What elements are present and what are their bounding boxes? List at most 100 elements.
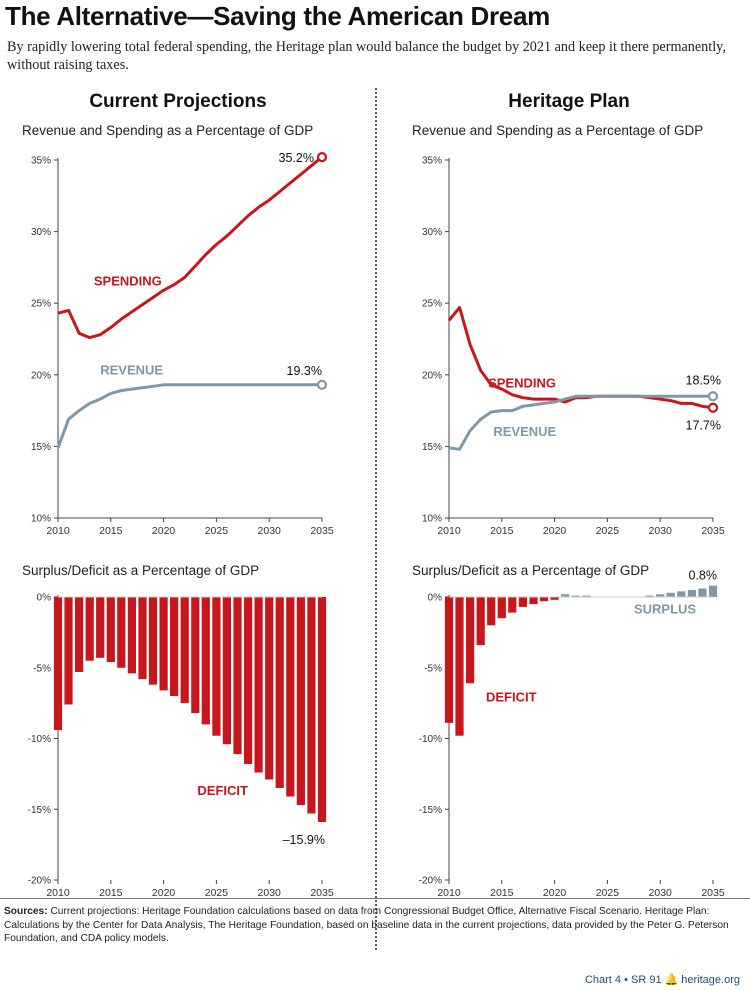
x-tick-label: 2010: [46, 525, 70, 537]
deficit-bar: [64, 597, 73, 705]
left-column-heading: Current Projections: [89, 91, 267, 112]
surplus-bar: [561, 594, 570, 597]
deficit-bar: [518, 597, 527, 607]
footer-rule: [0, 898, 750, 899]
x-tick-label: 2025: [596, 525, 620, 537]
deficit-bar: [159, 597, 168, 691]
deficit-bar: [117, 597, 126, 668]
end-label-deficit: –15.9%: [283, 833, 325, 847]
series-endpoint-spending: [707, 402, 719, 413]
x-tick-label: 2015: [99, 525, 123, 537]
y-tick-label: 25%: [31, 299, 51, 310]
page-subtitle: By rapidly lowering total federal spendi…: [7, 39, 726, 73]
right-top-chart-label: Revenue and Spending as a Percentage of …: [412, 123, 704, 138]
surplus-bar: [698, 588, 707, 597]
surplus-bar: [677, 591, 686, 597]
x-tick-label: 2030: [258, 525, 282, 537]
sources-note: Sources: Current projections: Heritage F…: [4, 905, 746, 946]
deficit-bar: [106, 597, 115, 663]
heritage-deficit-chart: 0% -5% -10% -15% -20%2010 2015 2020 2025 2030 203…: [419, 569, 725, 899]
deficit-bar: [53, 597, 63, 730]
y-tick-label: -15%: [28, 805, 51, 816]
deficit-bar: [508, 597, 517, 613]
bar-label-deficit: DEFICIT: [197, 783, 248, 798]
series-label-revenue: REVENUE: [100, 363, 163, 378]
y-tick-label: 20%: [31, 370, 51, 381]
left-top-chart-label: Revenue and Spending as a Percentage of …: [22, 123, 314, 138]
page-title: The Alternative—Saving the American Drea…: [5, 1, 550, 31]
surplus-bar: [708, 585, 718, 597]
end-label-spending: 17.7%: [686, 419, 721, 433]
deficit-bar: [212, 597, 221, 736]
x-tick-label: 2010: [46, 887, 70, 899]
bar-label-surplus: SURPLUS: [634, 602, 696, 617]
y-tick-label: 15%: [31, 442, 51, 453]
sources-text: Current projections: Heritage Foundation…: [4, 906, 729, 944]
y-tick-label: 0%: [37, 593, 52, 604]
deficit-bar: [96, 597, 105, 658]
end-label-revenue: 19.3%: [287, 364, 322, 378]
y-tick-label: 30%: [422, 227, 442, 238]
series-label-revenue: REVENUE: [493, 424, 556, 439]
x-tick-label: 2020: [152, 887, 176, 899]
bar-label-deficit: DEFICIT: [486, 689, 537, 704]
deficit-bar: [265, 597, 274, 780]
deficit-bar: [275, 597, 284, 788]
sources-label: Sources:: [4, 906, 48, 917]
deficit-bar: [75, 597, 84, 672]
x-tick-label: 2035: [310, 887, 334, 899]
end-label-revenue: 18.5%: [686, 373, 721, 387]
deficit-bar: [444, 597, 454, 723]
x-tick-label: 2020: [152, 525, 176, 537]
deficit-bar: [487, 597, 496, 626]
y-tick-label: -10%: [28, 734, 51, 745]
y-tick-label: -20%: [419, 876, 442, 887]
surplus-bar: [582, 595, 591, 597]
y-tick-label: 30%: [31, 227, 51, 238]
x-tick-label: 2030: [258, 887, 282, 899]
current-rev-spend-chart: 10% 15% 20% 25% 30% 35% 2010 2015 2020 2025 2030 20…: [31, 151, 334, 537]
deficit-bar: [307, 597, 316, 814]
x-tick-label: 2020: [543, 525, 567, 537]
surplus-bar: [656, 594, 665, 597]
series-endpoint-revenue: [316, 379, 328, 390]
x-tick-label: 2015: [99, 887, 123, 899]
y-tick-label: 25%: [422, 299, 442, 310]
deficit-bar: [497, 597, 506, 619]
series-line-spending: [447, 306, 714, 410]
series-label-spending: SPENDING: [488, 375, 556, 390]
y-tick-label: -15%: [419, 805, 442, 816]
x-tick-label: 2025: [596, 887, 620, 899]
x-tick-label: 2010: [437, 525, 461, 537]
series-endpoint-revenue: [707, 391, 719, 402]
y-tick-label: 10%: [31, 514, 51, 525]
deficit-bar: [296, 597, 305, 805]
x-tick-label: 2035: [310, 525, 334, 537]
x-tick-label: 2015: [490, 525, 514, 537]
deficit-bar: [317, 597, 327, 822]
end-label-spending: 35.2%: [279, 151, 314, 165]
x-tick-label: 2025: [205, 525, 229, 537]
bell-logo-icon: 🔔: [664, 974, 679, 986]
right-column-heading: Heritage Plan: [508, 91, 630, 112]
deficit-bar: [127, 597, 136, 674]
x-tick-label: 2020: [543, 887, 567, 899]
deficit-bar: [222, 597, 231, 745]
surplus-bar: [687, 589, 696, 597]
surplus-bar: [666, 592, 675, 597]
deficit-bar: [455, 597, 464, 736]
site-link[interactable]: heritage.org: [681, 974, 740, 986]
deficit-bar: [550, 597, 559, 600]
series-line-revenue: [56, 383, 322, 449]
x-tick-label: 2030: [649, 525, 673, 537]
chart-credit: Chart 4 • SR 91 🔔 heritage.org: [585, 973, 740, 986]
deficit-bar: [180, 597, 189, 704]
left-bottom-chart-label: Surplus/Deficit as a Percentage of GDP: [22, 563, 260, 578]
deficit-bar: [191, 597, 200, 713]
charts-canvas: 10% 15% 20% 25% 30% 35% 2010 2015 2020 2025 2030 20…: [28, 151, 725, 899]
y-tick-label: 35%: [31, 156, 51, 167]
deficit-bar: [286, 597, 295, 797]
y-tick-label: 0%: [428, 593, 443, 604]
y-tick-label: 10%: [422, 514, 442, 525]
column-divider: [375, 88, 377, 950]
